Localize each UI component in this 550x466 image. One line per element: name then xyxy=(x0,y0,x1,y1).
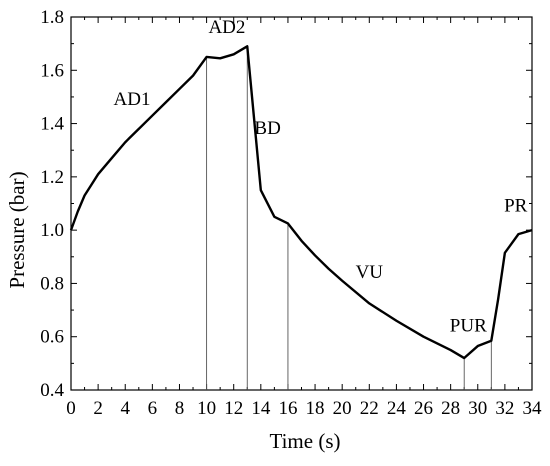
x-axis-label: Time (s) xyxy=(270,429,341,453)
x-tick-label: 20 xyxy=(333,398,352,419)
x-tick-label: 12 xyxy=(224,398,243,419)
phase-dividers xyxy=(206,46,492,390)
x-tick-label: 24 xyxy=(387,398,407,419)
series-group xyxy=(69,45,533,360)
y-tick-label: 0.6 xyxy=(40,327,64,348)
y-tick-label: 1.4 xyxy=(40,114,64,135)
x-tick-label: 2 xyxy=(93,398,103,419)
phase-label: PUR xyxy=(450,315,487,336)
x-tick-label: 4 xyxy=(120,398,130,419)
phase-label: VU xyxy=(356,262,384,283)
y-tick-label: 0.4 xyxy=(40,380,64,401)
x-tick-label: 0 xyxy=(66,398,76,419)
phase-label: AD1 xyxy=(114,89,151,110)
x-tick-label: 10 xyxy=(197,398,216,419)
x-tick-label: 6 xyxy=(148,398,158,419)
y-tick-label: 1.2 xyxy=(40,167,64,188)
x-tick-label: 16 xyxy=(278,398,297,419)
x-tick-label: 34 xyxy=(523,398,543,419)
y-tick-label: 0.8 xyxy=(40,273,64,294)
pressure-series-line xyxy=(69,45,533,360)
x-tick-label: 28 xyxy=(441,398,460,419)
y-tick-label: 1.0 xyxy=(40,220,64,241)
x-tick-label: 22 xyxy=(360,398,379,419)
phase-label: PR xyxy=(504,195,528,216)
phase-labels: AD1 AD2 BD VU PUR PR xyxy=(114,17,528,336)
phase-label: BD xyxy=(254,118,280,139)
x-tick-label: 18 xyxy=(306,398,325,419)
phase-label: AD2 xyxy=(208,17,245,38)
y-tick-label: 1.8 xyxy=(40,7,64,28)
x-tick-label: 26 xyxy=(414,398,433,419)
x-tick-label: 14 xyxy=(251,398,271,419)
x-tick-label: 8 xyxy=(175,398,185,419)
y-tick-label: 1.6 xyxy=(40,60,64,81)
plot-axes: 0 2 4 6 8 10 12 14 16 18 20 22 24 26 28 30 32 340.40.60.8… xyxy=(40,7,542,419)
y-axis-label: Pressure (bar) xyxy=(5,171,29,288)
x-tick-label: 32 xyxy=(495,398,514,419)
x-tick-label: 30 xyxy=(468,398,487,419)
